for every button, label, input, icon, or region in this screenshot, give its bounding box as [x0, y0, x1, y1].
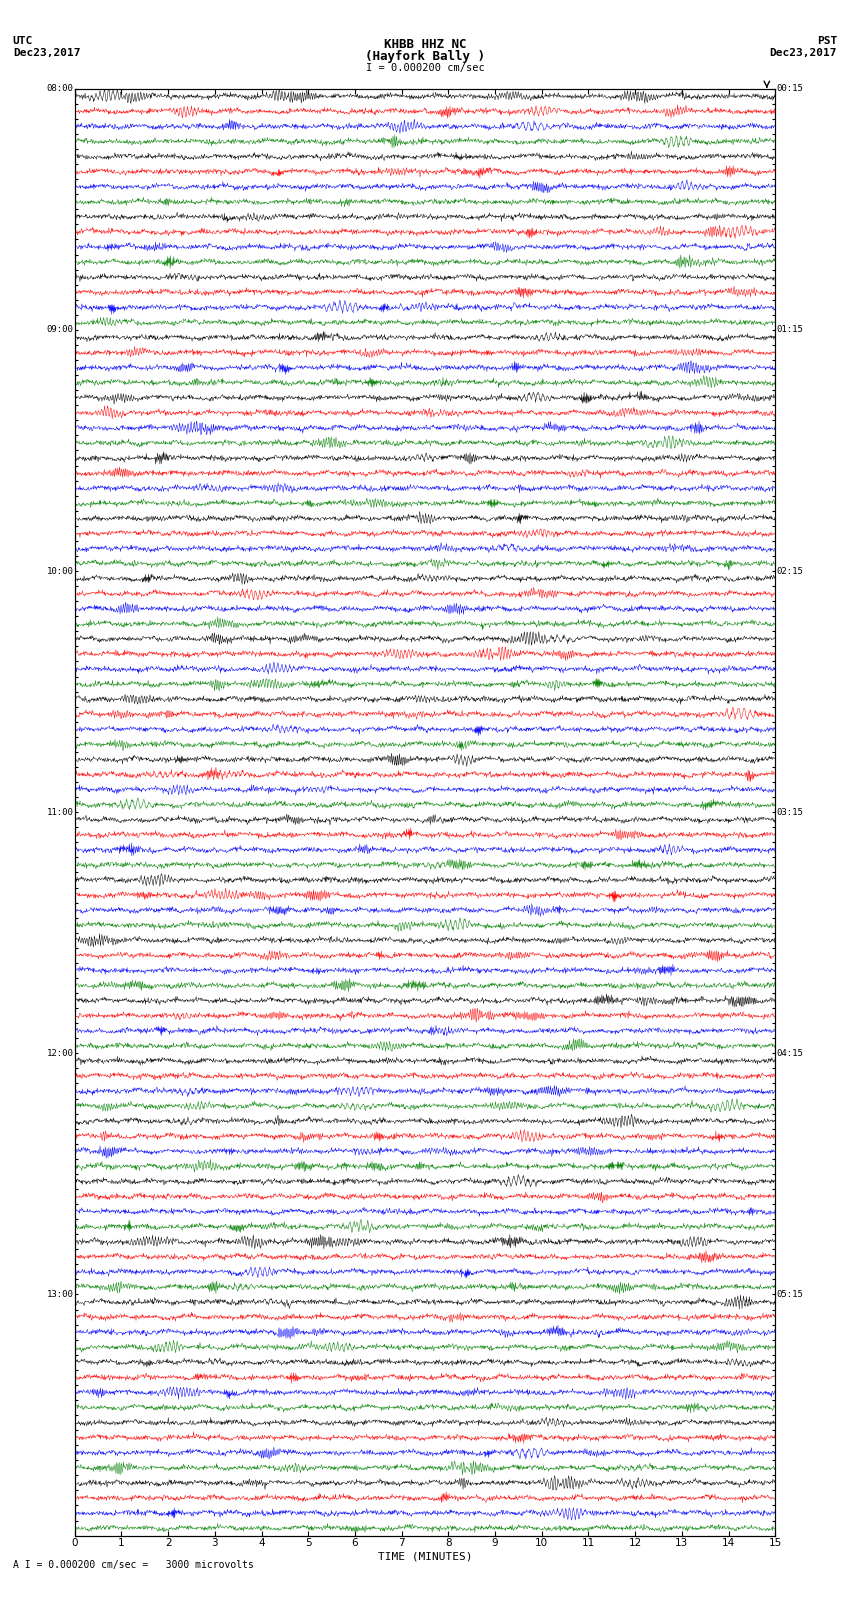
X-axis label: TIME (MINUTES): TIME (MINUTES): [377, 1552, 473, 1561]
Text: (Hayfork Bally ): (Hayfork Bally ): [365, 50, 485, 63]
Text: A I = 0.000200 cm/sec =   3000 microvolts: A I = 0.000200 cm/sec = 3000 microvolts: [13, 1560, 253, 1569]
Text: Dec23,2017: Dec23,2017: [770, 48, 837, 58]
Text: PST: PST: [817, 35, 837, 45]
Text: UTC: UTC: [13, 35, 33, 45]
Text: I = 0.000200 cm/sec: I = 0.000200 cm/sec: [366, 63, 484, 73]
Text: Dec23,2017: Dec23,2017: [13, 48, 80, 58]
Text: KHBB HHZ NC: KHBB HHZ NC: [383, 37, 467, 50]
